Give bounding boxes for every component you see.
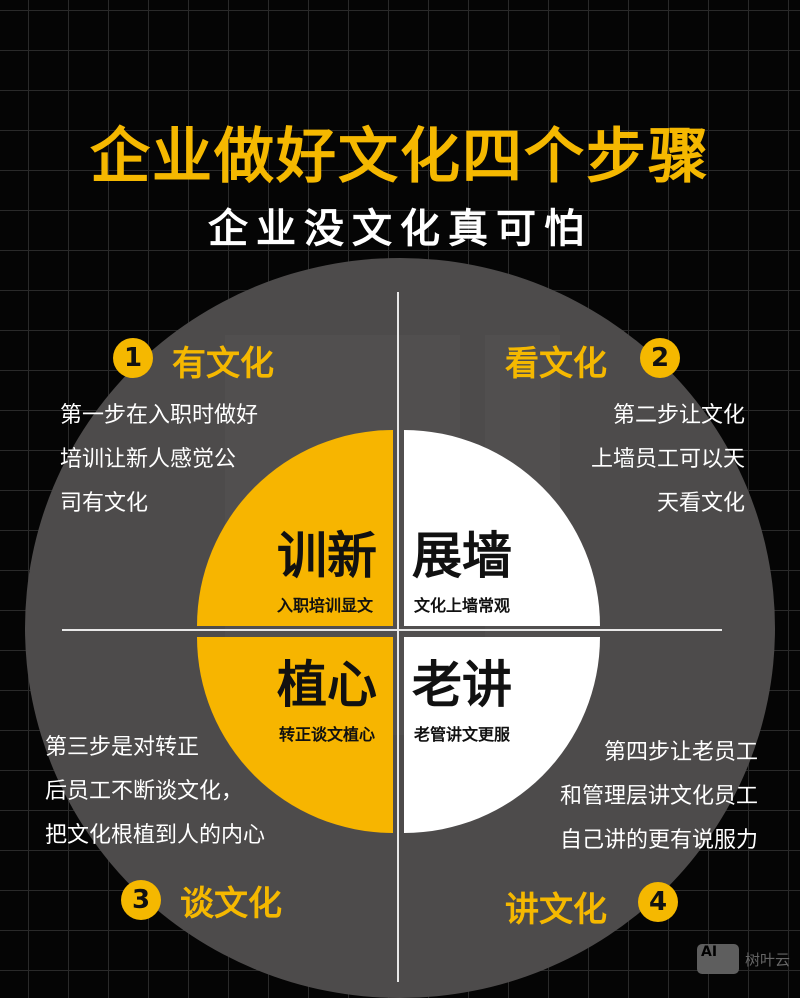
quadrant-training: 训新 入职培训显文 [197,430,393,626]
desc-line: 第二步让文化 [612,403,745,428]
quadrant-subtitle: 文化上墙常观 [414,596,511,615]
quadrant-title: 训新 [277,527,377,585]
step-number-badge: 3 [121,880,161,920]
desc-line: 第三步是对转正 [45,735,200,760]
step-heading: 谈文化 [180,884,282,924]
desc-line: 和管理层讲文化员工 [559,784,758,809]
step-heading: 看文化 [505,344,607,384]
desc-line: 第四步让老员工 [603,740,758,765]
step-description: 第三步是对转正 后员工不断谈文化， 把文化根植到人的内心 [45,726,265,858]
watermark: AI 树叶云 [697,944,790,974]
desc-line: 上墙员工可以天 [590,447,745,472]
desc-line: 后员工不断谈文化， [45,779,244,804]
desc-line: 培训让新人感觉公 [60,447,237,472]
quadrant-subtitle: 入职培训显文 [276,596,373,615]
desc-line: 第一步在入职时做好 [60,403,259,428]
step-description: 第二步让文化 上墙员工可以天 天看文化 [591,394,745,526]
desc-line: 自己讲的更有说服力 [559,828,758,853]
quadrant-plant: 植心 转正谈文植心 [197,637,393,833]
quadrant-title: 展墙 [412,527,512,585]
desc-line: 天看文化 [656,491,745,516]
desc-line: 把文化根植到人的内心 [45,823,266,848]
quadrant-title: 植心 [277,656,377,714]
quadrant-subtitle: 老管讲文更服 [414,725,511,744]
quadrant-subtitle: 转正谈文植心 [278,725,375,744]
step-description: 第四步让老员工 和管理层讲文化员工 自己讲的更有说服力 [560,731,758,863]
watermark-label: 树叶云 [745,950,791,969]
step-number-badge: 1 [113,338,153,378]
step-number-badge: 2 [640,338,680,378]
quadrant-title: 老讲 [412,656,512,714]
desc-line: 司有文化 [60,491,149,516]
page-title: 企业做好文化四个步骤 [90,122,710,192]
vertical-divider [397,292,399,982]
page-subtitle: 企业没文化真可怕 [208,206,592,252]
step-number-badge: 4 [638,882,678,922]
step-heading: 有文化 [172,344,274,384]
background-circle [25,258,775,998]
ai-image-icon: AI [697,944,739,974]
step-description: 第一步在入职时做好 培训让新人感觉公 司有文化 [60,394,258,526]
step-heading: 讲文化 [505,890,607,930]
horizontal-divider [62,629,722,631]
